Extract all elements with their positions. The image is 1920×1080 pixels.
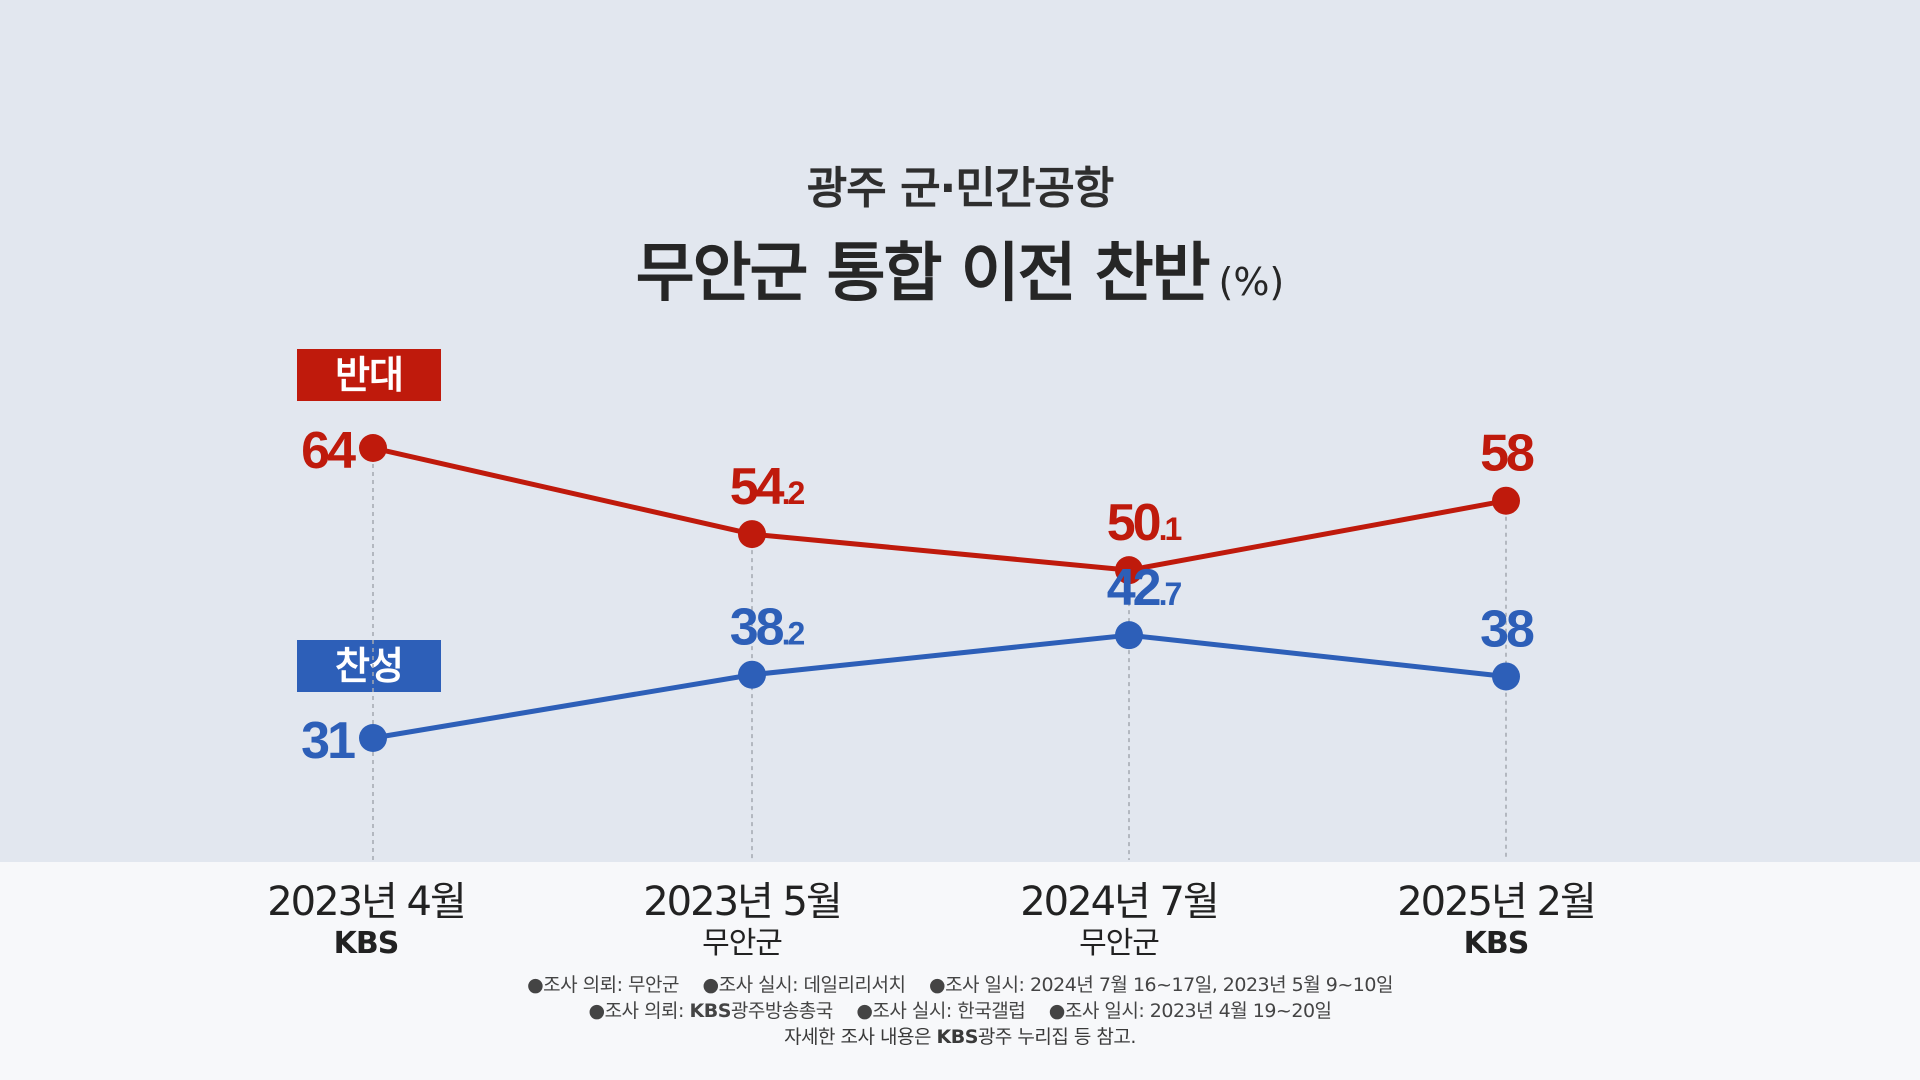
x-tick-label-source: 무안군	[702, 926, 783, 961]
data-point	[1115, 621, 1143, 650]
data-point	[359, 724, 387, 752]
chart-unit: (%)	[1218, 260, 1285, 304]
note-item: ●조사 일시: 2024년 7월 16~17일, 2023년 5월 9~10일	[928, 974, 1393, 996]
data-label: 64	[301, 422, 356, 480]
data-point	[359, 434, 387, 462]
x-tick-label-source: KBS	[1463, 926, 1530, 961]
notes-line-2: ●조사 의뢰: KBS광주방송총국 ●조사 실시: 한국갤럽 ●조사 일시: 2…	[0, 998, 1920, 1024]
x-tick-label-date: 2023년 4월	[267, 879, 467, 925]
chart-title-line2: 무안군 통합 이전 찬반 (%)	[0, 222, 1920, 314]
series-line-0	[372, 445, 1507, 573]
chart-title-line1: 광주 군·민간공항	[806, 163, 1114, 214]
x-tick-label-source: 무안군	[1079, 926, 1160, 961]
note-item: ●조사 실시: 한국갤럽	[856, 1000, 1026, 1022]
notes-line-1: ●조사 의뢰: 무안군 ●조사 실시: 데일리리서치 ●조사 일시: 2024년…	[0, 972, 1920, 998]
data-label: 50.1	[1107, 494, 1182, 552]
note-item: ●조사 의뢰: KBS광주방송총국	[588, 1000, 833, 1022]
x-tick-label-date: 2023년 5월	[643, 879, 843, 925]
data-label: 31	[301, 712, 355, 770]
data-label: 54.2	[730, 458, 805, 516]
x-category-1: 2023년 5월 무안군	[592, 880, 892, 964]
x-category-2: 2024년 7월 무안군	[969, 880, 1269, 964]
x-tick-label-date: 2024년 7월	[1020, 879, 1220, 925]
data-point	[1492, 486, 1520, 515]
x-tick-label-source: KBS	[333, 926, 400, 961]
data-point	[738, 660, 766, 689]
data-label: 42.7	[1107, 559, 1182, 617]
survey-notes: ●조사 의뢰: 무안군 ●조사 실시: 데일리리서치 ●조사 일시: 2024년…	[0, 972, 1920, 1050]
data-label: 38.2	[730, 599, 805, 657]
note-item: ●조사 실시: 데일리리서치	[702, 974, 906, 996]
legend-support: 찬성	[297, 640, 441, 692]
legend-oppose: 반대	[297, 349, 441, 401]
footer-background	[0, 862, 1920, 1080]
data-point	[1492, 662, 1520, 691]
data-label: 38	[1480, 600, 1534, 658]
data-point	[738, 520, 766, 549]
data-point	[1115, 556, 1143, 585]
note-item: ●조사 의뢰: 무안군	[527, 974, 679, 996]
chart-background	[0, 0, 1920, 862]
chart-title-main: 무안군 통합 이전 찬반	[635, 237, 1211, 311]
series-line-1	[372, 632, 1507, 741]
note-item: ●조사 일시: 2023년 4월 19~20일	[1048, 1000, 1332, 1022]
x-tick-label-date: 2025년 2월	[1397, 879, 1597, 925]
x-category-0: 2023년 4월 KBS	[216, 880, 516, 964]
data-label: 58	[1480, 425, 1534, 483]
x-category-3: 2025년 2월 KBS	[1346, 880, 1646, 964]
notes-line-3: 자세한 조사 내용은 KBS광주 누리집 등 참고.	[784, 1026, 1136, 1048]
